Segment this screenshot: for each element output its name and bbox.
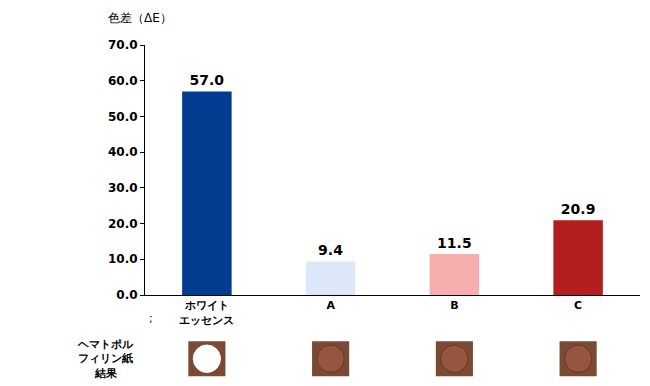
svg-text:ヘマトポルフィリン紙結果: ヘマトポルフィリン紙結果 [77, 338, 134, 380]
svg-text:11.5: 11.5 [437, 235, 472, 251]
svg-text:;: ; [149, 312, 153, 325]
svg-text:9.4: 9.4 [318, 242, 343, 258]
svg-text:ホワイトエッセンス: ホワイトエッセンス [179, 299, 234, 326]
svg-text:20.9: 20.9 [561, 201, 596, 217]
svg-text:30.0: 30.0 [108, 181, 138, 195]
svg-text:A: A [326, 299, 335, 312]
svg-text:色差（ΔE）: 色差（ΔE） [108, 11, 172, 25]
svg-text:57.0: 57.0 [189, 72, 224, 88]
svg-text:C: C [574, 299, 582, 312]
svg-text:60.0: 60.0 [108, 74, 138, 88]
svg-text:50.0: 50.0 [108, 110, 138, 124]
svg-text:0.0: 0.0 [116, 288, 137, 302]
svg-text:40.0: 40.0 [108, 145, 138, 159]
svg-text:B: B [450, 299, 458, 312]
svg-text:10.0: 10.0 [108, 252, 138, 266]
svg-text:70.0: 70.0 [108, 38, 138, 52]
svg-text:20.0: 20.0 [108, 217, 138, 231]
